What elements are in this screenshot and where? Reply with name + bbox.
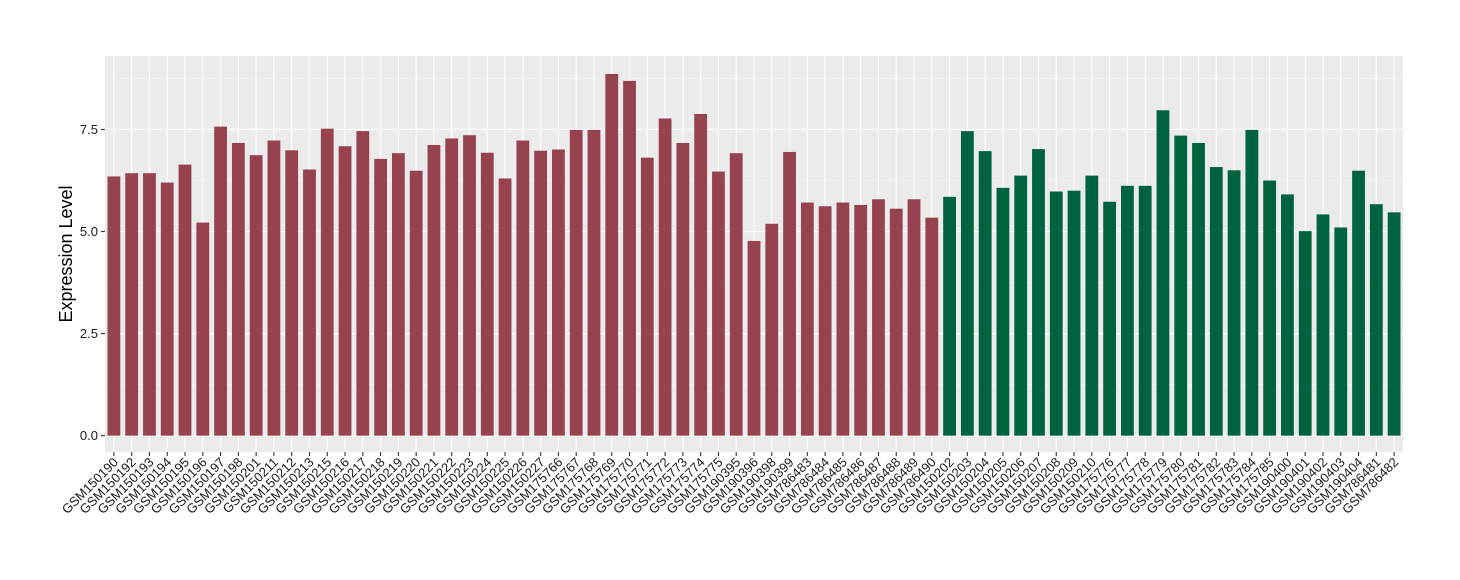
bar-GSM175770 — [623, 80, 636, 436]
bar-GSM150192 — [125, 173, 139, 436]
bar-GSM150215 — [320, 128, 334, 436]
bar-GSM150225 — [498, 178, 512, 436]
bar-GSM150195 — [178, 164, 192, 436]
bar-GSM150206 — [1014, 175, 1028, 436]
y-tick-label: 2.5 — [80, 326, 98, 341]
bar-GSM150193 — [143, 173, 156, 436]
bar-GSM150203 — [960, 131, 974, 436]
bar-GSM150205 — [996, 187, 1010, 436]
y-tick-label: 0.0 — [80, 428, 98, 443]
bar-GSM786481 — [1369, 204, 1383, 436]
bar-GSM786488 — [889, 208, 903, 436]
bar-GSM786485 — [836, 202, 850, 436]
bar-GSM150212 — [285, 150, 299, 436]
bar-GSM150209 — [1067, 190, 1081, 436]
bar-GSM190403 — [1334, 227, 1348, 436]
bar-GSM786489 — [907, 199, 921, 436]
bar-GSM190404 — [1352, 170, 1365, 436]
bar-GSM175778 — [1138, 185, 1152, 436]
bar-GSM150198 — [231, 142, 245, 436]
bar-GSM150224 — [480, 152, 494, 436]
y-tick-label: 7.5 — [80, 122, 98, 137]
bar-GSM150190 — [107, 176, 121, 436]
y-tick-label: 5.0 — [80, 224, 98, 239]
bar-GSM190399 — [783, 151, 796, 436]
bar-GSM150194 — [160, 182, 174, 436]
bar-GSM150201 — [249, 155, 263, 436]
bar-GSM175783 — [1227, 170, 1241, 436]
bar-GSM175785 — [1263, 180, 1277, 436]
bar-GSM175777 — [1121, 185, 1134, 436]
bar-GSM150216 — [338, 146, 352, 436]
y-axis: 0.0 2.5 5.0 7.5 — [80, 122, 105, 443]
bar-GSM175779 — [1156, 110, 1170, 436]
bar-GSM190400 — [1281, 194, 1294, 436]
bar-GSM175780 — [1174, 135, 1188, 436]
bar-GSM175771 — [640, 157, 654, 436]
bar-GSM150222 — [445, 138, 459, 436]
bar-GSM150207 — [1032, 149, 1045, 436]
bar-GSM150220 — [409, 170, 423, 436]
bar-GSM150227 — [534, 150, 548, 436]
bar-GSM150202 — [943, 196, 956, 436]
bar-GSM175772 — [658, 118, 672, 436]
bar-GSM786483 — [800, 202, 814, 436]
bar-GSM175782 — [1209, 167, 1223, 436]
bar-GSM190398 — [765, 223, 779, 436]
bar-GSM175776 — [1103, 201, 1117, 436]
bar-GSM150197 — [214, 126, 227, 436]
bar-GSM150211 — [267, 140, 281, 436]
bar-GSM175781 — [1192, 142, 1205, 436]
bar-GSM190402 — [1316, 214, 1330, 436]
bar-GSM786490 — [925, 217, 939, 436]
bar-GSM175769 — [605, 73, 619, 436]
bars — [107, 73, 1401, 436]
bar-GSM150196 — [196, 222, 210, 436]
bar-GSM150226 — [516, 140, 530, 436]
bar-GSM786487 — [872, 199, 885, 436]
bar-GSM150219 — [391, 153, 405, 436]
y-axis-title: Expression Level — [56, 185, 76, 322]
bar-GSM175784 — [1245, 129, 1259, 436]
x-axis: GSM150190GSM150192GSM150193GSM150194GSM1… — [59, 452, 1401, 517]
bar-GSM150208 — [1049, 191, 1063, 436]
bar-GSM150217 — [356, 131, 370, 436]
bar-GSM175768 — [587, 129, 601, 436]
bar-GSM150223 — [463, 135, 476, 436]
bar-GSM190401 — [1298, 231, 1312, 436]
bar-GSM175766 — [552, 149, 565, 436]
bar-GSM175774 — [694, 113, 708, 436]
bar-GSM786482 — [1387, 212, 1401, 436]
bar-GSM150204 — [978, 151, 992, 436]
bar-GSM175775 — [712, 171, 725, 436]
bar-GSM150213 — [303, 169, 316, 436]
bar-GSM175767 — [569, 129, 583, 436]
bar-GSM786486 — [854, 205, 868, 436]
bar-GSM150221 — [427, 145, 441, 436]
bar-GSM150218 — [374, 158, 387, 436]
bar-GSM190396 — [747, 240, 761, 436]
bar-GSM175773 — [676, 142, 690, 436]
bar-GSM150210 — [1085, 175, 1099, 436]
bar-GSM190395 — [729, 153, 743, 436]
bar-GSM786484 — [818, 206, 832, 436]
